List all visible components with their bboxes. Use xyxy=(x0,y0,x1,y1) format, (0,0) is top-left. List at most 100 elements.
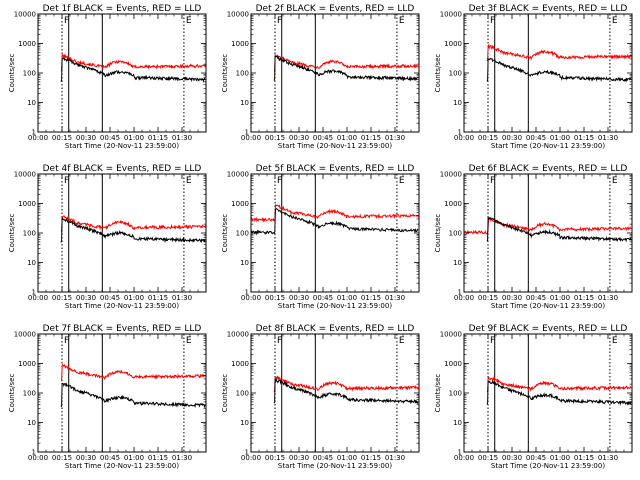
marker-label: E xyxy=(399,176,405,186)
y-tick-label: 10 xyxy=(240,259,249,267)
x-tick-label: 00:00 xyxy=(454,294,474,302)
x-tick-label: 00:45 xyxy=(100,134,120,142)
x-tick-label: 00:45 xyxy=(100,454,120,462)
panel-title: Det 7f BLACK = Events, RED = LLD xyxy=(43,324,202,334)
y-tick-label: 100 xyxy=(449,70,462,78)
y-tick-label: 1000 xyxy=(18,360,36,368)
x-tick-label: 00:00 xyxy=(454,454,474,462)
x-tick-label: 00:30 xyxy=(289,294,309,302)
x-tick-label: 00:15 xyxy=(52,294,72,302)
panel-det-1: Det 1f BLACK = Events, RED = LLD 1 10 100 10… xyxy=(8,4,207,150)
plot-content xyxy=(251,174,419,292)
y-axis-label: Counts/sec xyxy=(434,374,442,413)
plot-content xyxy=(273,334,419,452)
y-tick-label: 100 xyxy=(23,390,36,398)
x-tick-label: 01:15 xyxy=(574,134,594,142)
panel-det-9: Det 9f BLACK = Events, RED = LLD 1 10 100 10… xyxy=(434,324,633,470)
events-series-line xyxy=(486,57,632,83)
panel-title: Det 8f BLACK = Events, RED = LLD xyxy=(256,324,415,334)
x-tick-label: 00:00 xyxy=(241,134,261,142)
panel-title: Det 3f BLACK = Events, RED = LLD xyxy=(469,4,628,14)
y-tick-label: 1 xyxy=(32,449,36,457)
x-tick-label: 01:30 xyxy=(385,294,405,302)
x-tick-label: 00:00 xyxy=(454,134,474,142)
x-axis-label: Start Time (20-Nov-11 23:59:00) xyxy=(65,302,179,310)
y-tick-label: 10 xyxy=(240,419,249,427)
marker-label: F xyxy=(490,176,495,186)
events-series-line xyxy=(486,380,632,406)
events-series-line xyxy=(273,55,419,82)
x-tick-label: 01:00 xyxy=(124,454,144,462)
x-tick-label: 00:45 xyxy=(313,134,333,142)
x-tick-label: 00:30 xyxy=(289,454,309,462)
marker-label: E xyxy=(612,336,618,346)
y-tick-label: 100 xyxy=(236,390,249,398)
panel-title: Det 4f BLACK = Events, RED = LLD xyxy=(43,164,202,174)
x-tick-label: 01:00 xyxy=(337,134,357,142)
x-axis-label: Start Time (20-Nov-11 23:59:00) xyxy=(278,142,392,150)
x-tick-label: 01:15 xyxy=(361,454,381,462)
panel-det-6: Det 6f BLACK = Events, RED = LLD 1 10 100 10… xyxy=(434,164,633,310)
panel-det-2: Det 2f BLACK = Events, RED = LLD 1 10 100 10… xyxy=(221,4,420,150)
y-tick-label: 1000 xyxy=(231,200,249,208)
y-tick-label: 10 xyxy=(453,99,462,107)
x-tick-label: 01:30 xyxy=(598,454,618,462)
marker-label: E xyxy=(399,16,405,26)
x-axis-label: Start Time (20-Nov-11 23:59:00) xyxy=(278,462,392,470)
x-axis-label: Start Time (20-Nov-11 23:59:00) xyxy=(65,142,179,150)
x-axis-label: Start Time (20-Nov-11 23:59:00) xyxy=(491,302,605,310)
x-tick-label: 01:00 xyxy=(550,134,570,142)
plot-frame xyxy=(250,333,420,453)
x-tick-label: 01:30 xyxy=(172,454,192,462)
y-tick-label: 100 xyxy=(23,230,36,238)
marker-label: F xyxy=(277,16,282,26)
panel-title: Det 6f BLACK = Events, RED = LLD xyxy=(469,164,628,174)
plot-content xyxy=(60,334,206,452)
y-tick-label: 100 xyxy=(449,390,462,398)
plot-frame xyxy=(37,333,207,453)
plot-frame xyxy=(463,333,633,453)
x-tick-label: 00:30 xyxy=(289,134,309,142)
x-tick-label: 00:45 xyxy=(526,454,546,462)
x-tick-label: 01:00 xyxy=(550,294,570,302)
lld-series-line xyxy=(273,375,419,393)
marker-label: F xyxy=(64,16,69,26)
plot-content xyxy=(60,14,206,132)
marker-label: E xyxy=(612,176,618,186)
x-tick-label: 01:15 xyxy=(148,294,168,302)
y-axis-label: Counts/sec xyxy=(8,54,16,93)
x-axis-label: Start Time (20-Nov-11 23:59:00) xyxy=(491,142,605,150)
x-tick-label: 00:00 xyxy=(28,134,48,142)
events-series-line xyxy=(251,207,419,236)
plot-content xyxy=(486,14,632,132)
x-tick-label: 01:00 xyxy=(550,454,570,462)
lld-series-line xyxy=(486,43,632,62)
x-tick-label: 01:30 xyxy=(598,134,618,142)
x-axis-label: Start Time (20-Nov-11 23:59:00) xyxy=(491,462,605,470)
x-tick-label: 01:30 xyxy=(385,454,405,462)
marker-label: F xyxy=(490,336,495,346)
x-tick-label: 00:45 xyxy=(313,454,333,462)
y-tick-label: 1 xyxy=(32,289,36,297)
x-tick-label: 00:15 xyxy=(478,294,498,302)
lld-series-line xyxy=(60,215,206,232)
y-tick-label: 1000 xyxy=(444,40,462,48)
panel-title: Det 1f BLACK = Events, RED = LLD xyxy=(43,4,202,14)
x-tick-label: 00:30 xyxy=(502,134,522,142)
events-series-line xyxy=(60,57,206,83)
y-tick-label: 1000 xyxy=(444,200,462,208)
x-tick-label: 01:30 xyxy=(172,294,192,302)
x-tick-label: 00:30 xyxy=(76,134,96,142)
y-tick-label: 1 xyxy=(245,449,249,457)
y-tick-label: 1000 xyxy=(444,360,462,368)
y-tick-label: 100 xyxy=(449,230,462,238)
y-axis-label: Counts/sec xyxy=(8,214,16,253)
y-tick-label: 1000 xyxy=(18,200,36,208)
y-tick-label: 1 xyxy=(458,129,462,137)
panel-det-5: Det 5f BLACK = Events, RED = LLD 1 10 100 10… xyxy=(221,164,420,310)
panel-title: Det 2f BLACK = Events, RED = LLD xyxy=(256,4,415,14)
x-tick-label: 00:15 xyxy=(478,454,498,462)
panel-det-8: Det 8f BLACK = Events, RED = LLD 1 10 100 10… xyxy=(221,324,420,470)
y-tick-label: 10 xyxy=(27,259,36,267)
